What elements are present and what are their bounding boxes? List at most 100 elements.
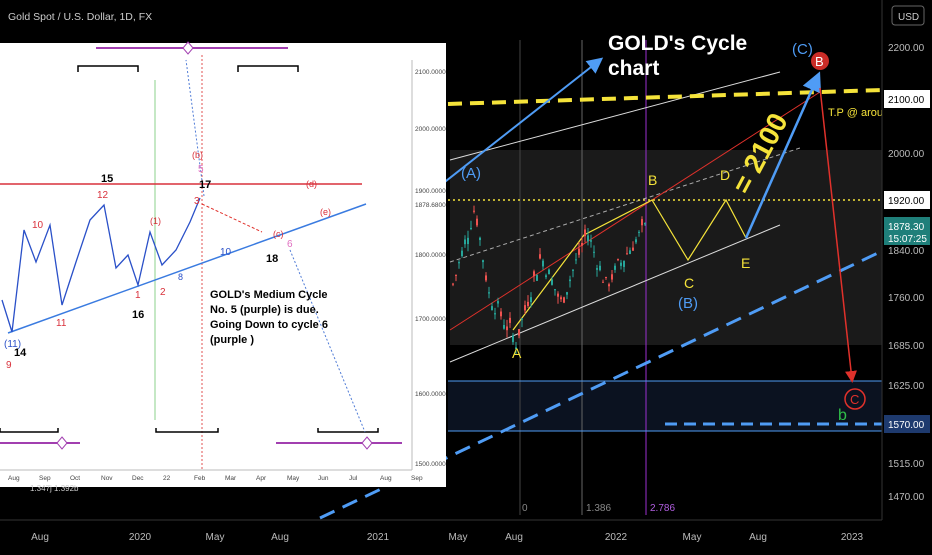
candle-body [542, 260, 544, 267]
candle-body [617, 259, 619, 261]
projection-arrow-2100 [744, 71, 822, 239]
inset-time-tick: Sep [411, 475, 423, 482]
inset-bracket-br [317, 428, 379, 433]
inset-price-tick: 1800.0000 [415, 252, 446, 259]
inset-bracket-bm [155, 428, 219, 433]
inset-price-tick: 1500.0000 [415, 461, 446, 468]
candle-body [482, 260, 484, 263]
candle-body [641, 219, 643, 226]
inset-cycle-chart: 15 17 18 16 14 11 12 10 9 2 3 6 5 1 (c) … [0, 41, 446, 493]
inset-time-tick: Nov [101, 475, 113, 482]
price-axis-tick: 2100.00 [888, 95, 925, 106]
candle-body [494, 313, 496, 315]
time-axis[interactable] [0, 520, 932, 550]
inset-price-tick: 1878.6800 [415, 202, 446, 209]
time-axis-tick: May [683, 532, 702, 543]
inset-label-2: 2 [160, 287, 166, 298]
candle-body [491, 306, 493, 311]
wave-letter-A: A [512, 345, 522, 361]
candle-body [539, 254, 541, 259]
candle-body [629, 250, 631, 254]
symbol-title[interactable]: Gold Spot / U.S. Dollar, 1D, FX [8, 11, 152, 23]
candle-body [530, 297, 532, 303]
candle-body [638, 231, 640, 233]
candle-body [575, 259, 577, 261]
channel-lower [449, 224, 781, 363]
candle-body [500, 311, 502, 317]
projection-zigzag [512, 198, 747, 331]
candle-body [470, 227, 472, 229]
inset-label-p11: (11) [4, 339, 21, 350]
price-axis[interactable] [882, 0, 932, 520]
inset-note-3: Going Down to cycle 6 [210, 319, 328, 331]
candle-body [596, 268, 598, 270]
candle-body [527, 301, 529, 306]
currency-badge[interactable] [891, 5, 925, 26]
candle-body [467, 237, 469, 245]
inset-background [0, 43, 446, 487]
inset-price-axis: 2100.0000 2000.0000 1900.0000 1878.6800 1800… [415, 69, 446, 468]
inset-diamond-top [182, 41, 194, 55]
fib-label-2: 2.786 [650, 503, 675, 514]
inset-note-4: (purple ) [210, 334, 254, 346]
fib-label-1: 1.386 [586, 503, 611, 514]
inset-label-16: 16 [132, 309, 144, 321]
candle-body [497, 301, 499, 304]
inset-time-tick: Sep [39, 475, 51, 482]
circled-C-label: C [850, 392, 859, 407]
candle-body [566, 292, 568, 295]
inset-time-tick: Jul [349, 475, 358, 482]
inset-price-tick: 2100.0000 [415, 69, 446, 76]
countdown-label: 15:07:25 [888, 234, 927, 245]
price-axis-tick: 1685.00 [888, 341, 925, 352]
inset-label-9: 9 [6, 360, 12, 371]
candle-body [503, 324, 505, 329]
inset-label-18: 18 [266, 253, 278, 265]
time-axis-tick: Aug [749, 532, 767, 543]
price-candles [452, 205, 646, 355]
price-axis-tick: 1878.30 [888, 222, 925, 233]
wave-A-paren: (A) [461, 165, 481, 182]
candle-body [572, 269, 574, 271]
price-axis-tick: 1840.00 [888, 246, 925, 257]
inset-time-tick: Apr [256, 475, 267, 482]
inset-bracket-left [77, 65, 139, 72]
circled-C-marker [844, 388, 866, 410]
inset-diamond-bottom [361, 436, 373, 450]
wave-C-paren: (C) [792, 41, 813, 58]
inset-label-p8: 8 [178, 272, 183, 282]
inset-label-1: 1 [135, 290, 141, 301]
inset-blue-dotted-down [289, 249, 366, 433]
candle-body [557, 293, 559, 297]
channel-upper [449, 71, 781, 161]
candle-body [563, 297, 565, 303]
inset-diamond-left [56, 436, 68, 450]
candle-body [560, 297, 562, 300]
candle-body [554, 289, 556, 291]
candle-body [461, 250, 463, 257]
candle-body [545, 275, 547, 278]
price-axis-tag [884, 217, 930, 235]
price-axis-tag [884, 415, 930, 433]
inset-label-e: (e) [320, 207, 331, 217]
time-axis-tick: May [206, 532, 225, 543]
price-axis-ticks: 2200.00 2100.00 2000.00 1920.00 1878.30 1840.… [884, 43, 930, 503]
price-axis-tick: 1515.00 [888, 459, 925, 470]
inset-time-tick: Aug [8, 475, 20, 482]
tp-text: T.P @ around [828, 107, 895, 119]
candle-body [533, 271, 535, 277]
candle-body [590, 240, 592, 242]
inset-bracket-right [237, 65, 299, 72]
candle-body [485, 275, 487, 281]
candle-body [548, 269, 550, 275]
candle-body [515, 347, 517, 349]
candle-body [569, 279, 571, 282]
candle-body [611, 274, 613, 280]
inset-time-tick: Dec [132, 475, 144, 482]
candle-body [476, 218, 478, 226]
inset-label-15: 15 [101, 173, 113, 185]
channel-shade [450, 150, 882, 345]
price-axis-tick: 1470.00 [888, 492, 925, 503]
